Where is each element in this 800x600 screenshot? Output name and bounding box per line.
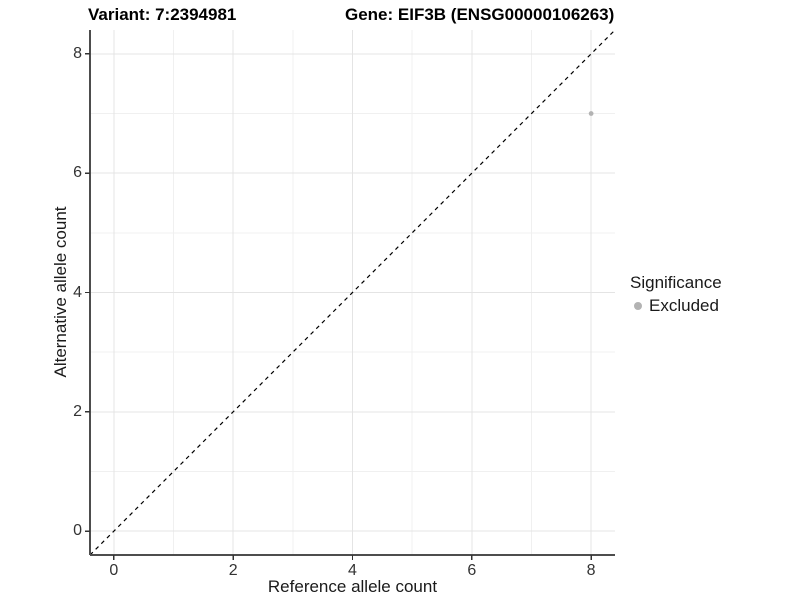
y-axis-tick-label: 0	[73, 522, 82, 540]
x-axis-tick-label: 0	[109, 562, 119, 579]
y-axis-tick-label: 6	[73, 164, 82, 182]
legend-title: Significance	[630, 273, 722, 292]
variant-title: Variant: 7:2394981	[88, 5, 237, 24]
legend-item-label: Excluded	[649, 296, 719, 315]
x-axis-tick-label: 2	[228, 562, 238, 579]
x-axis-title: Reference allele count	[267, 577, 438, 596]
legend-point-icon	[634, 302, 642, 310]
identity-reference-line	[89, 29, 616, 556]
gene-title: Gene: EIF3B (ENSG00000106263)	[345, 5, 615, 24]
y-axis-tick-label: 4	[73, 283, 82, 301]
y-axis-tick-label: 8	[73, 44, 82, 62]
legend-item-excluded: Excluded	[630, 296, 722, 316]
x-axis-tick-label: 6	[467, 562, 477, 579]
x-axis-tick-label: 4	[348, 562, 357, 579]
data-point	[588, 111, 594, 116]
y-axis-title: Alternative allele count	[51, 206, 70, 378]
y-axis-tick-label: 2	[73, 402, 82, 420]
x-axis-tick-label: 8	[586, 562, 596, 579]
legend: Significance Excluded	[630, 273, 722, 316]
